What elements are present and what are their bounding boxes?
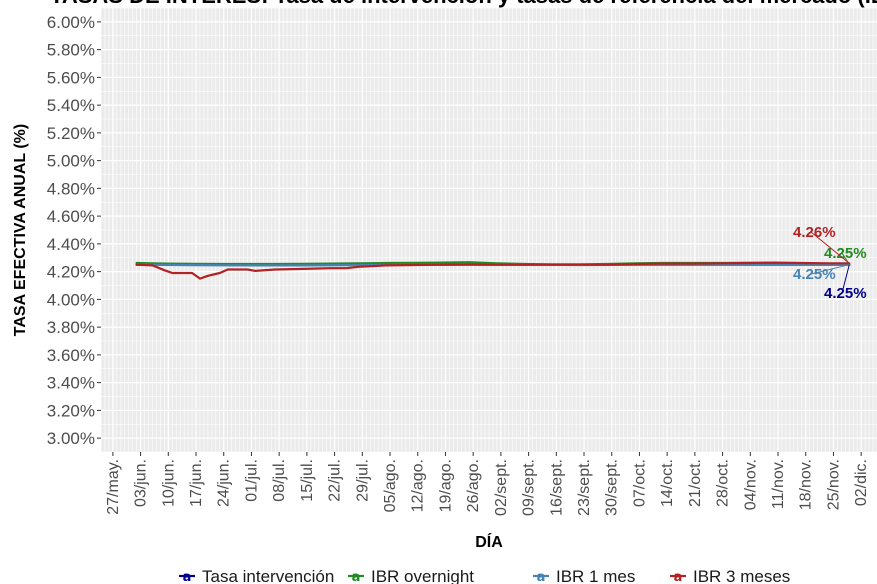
y-tick-label: 4.00%	[47, 290, 95, 309]
y-tick-label: 3.20%	[47, 401, 95, 420]
y-axis-title: TASA EFECTIVA ANUAL (%)	[12, 124, 29, 336]
end-labels: 4.25% 4.25% 4.25% 4.26%	[793, 224, 867, 302]
y-tick-label: 5.00%	[47, 152, 95, 171]
x-tick-label: 15/jul.	[299, 459, 316, 502]
x-tick-label: 26/ago.	[465, 459, 482, 512]
x-tick-label: 27/may.	[105, 459, 122, 515]
x-tick-label: 07/oct.	[631, 459, 648, 507]
y-tick-label: 5.40%	[47, 96, 95, 115]
y-tick-label: 3.40%	[47, 374, 95, 393]
end-label-leader	[841, 264, 850, 294]
y-tick-label: 5.80%	[47, 41, 95, 60]
x-tick-label: 19/ago.	[437, 459, 454, 512]
y-tick-label: 4.60%	[47, 207, 95, 226]
y-tick-label: 6.00%	[47, 13, 95, 32]
y-tick-label: 5.20%	[47, 124, 95, 143]
x-tick-label: 09/sept.	[521, 459, 538, 516]
grid-major	[101, 8, 877, 452]
x-tick-label: 22/jul.	[327, 459, 344, 502]
x-tick-label: 17/jun.	[188, 459, 205, 507]
x-tick-label: 14/oct.	[659, 459, 676, 507]
y-tick-label: 3.60%	[47, 346, 95, 365]
x-tick-label: 12/ago.	[410, 459, 427, 512]
end-label-leader	[810, 231, 850, 264]
x-tick-label: 08/jul.	[271, 459, 288, 502]
series-line-3	[135, 261, 851, 280]
x-tick-label: 23/sept.	[576, 459, 593, 516]
y-axis: 3.00% 3.20% 3.40% 3.60% 3.80% 4.00% 4.20% 4.40%…	[47, 13, 101, 448]
end-label-1: 4.25%	[824, 245, 867, 262]
x-tick-label: 02/sept.	[493, 459, 510, 516]
y-tick-label: 4.80%	[47, 179, 95, 198]
x-tick-label: 05/ago.	[382, 459, 399, 512]
x-axis: 27/may. 03/jun. 10/jun. 17/jun. 24/jun. 01/ju…	[105, 452, 870, 516]
y-tick-label: 4.40%	[47, 235, 95, 254]
legend-label: IBR overnight	[371, 567, 474, 584]
x-tick-label: 28/oct.	[715, 459, 732, 507]
x-tick-label: 18/nov.	[798, 459, 815, 510]
x-tick-label: 29/jul.	[354, 459, 371, 502]
chart-title: TASAS DE INTERÉS: Tasa de intervención y…	[50, 0, 877, 8]
x-tick-label: 30/sept.	[604, 459, 621, 516]
x-tick-label: 02/dic.	[853, 459, 870, 506]
end-label-0: 4.25%	[824, 285, 867, 302]
x-tick-label: 11/nov.	[770, 459, 787, 509]
x-tick-label: 03/jun.	[133, 459, 150, 507]
legend-label: IBR 3 meses	[693, 567, 790, 584]
x-tick-label: 01/jul.	[243, 459, 260, 502]
legend-key-glyph: a	[352, 570, 361, 584]
end-label-leader	[810, 264, 850, 275]
legend-key-glyph: a	[674, 570, 683, 584]
x-tick-label: 04/nov.	[742, 459, 759, 510]
legend-key-glyph: a	[537, 570, 546, 584]
x-tick-label: 10/jun.	[160, 459, 177, 507]
legend-key-glyph: a	[183, 570, 192, 584]
y-tick-label: 4.20%	[47, 263, 95, 282]
y-tick-label: 3.00%	[47, 429, 95, 448]
end-label-3: 4.26%	[793, 224, 836, 241]
y-tick-label: 3.80%	[47, 318, 95, 337]
y-tick-label: 5.60%	[47, 68, 95, 87]
legend-label: IBR 1 mes	[556, 567, 635, 584]
x-tick-label: 21/oct.	[687, 459, 704, 507]
legend: a Tasa intervención a IBR overnight a IBR 1 m…	[179, 567, 790, 584]
x-tick-label: 24/jun.	[216, 459, 233, 507]
x-tick-label: 16/sept.	[548, 459, 565, 516]
end-label-2: 4.25%	[793, 266, 836, 283]
series-lines	[135, 261, 851, 280]
legend-label: Tasa intervención	[202, 567, 334, 584]
x-tick-label: 25/nov.	[825, 459, 842, 510]
x-axis-title: DÍA	[475, 532, 503, 551]
